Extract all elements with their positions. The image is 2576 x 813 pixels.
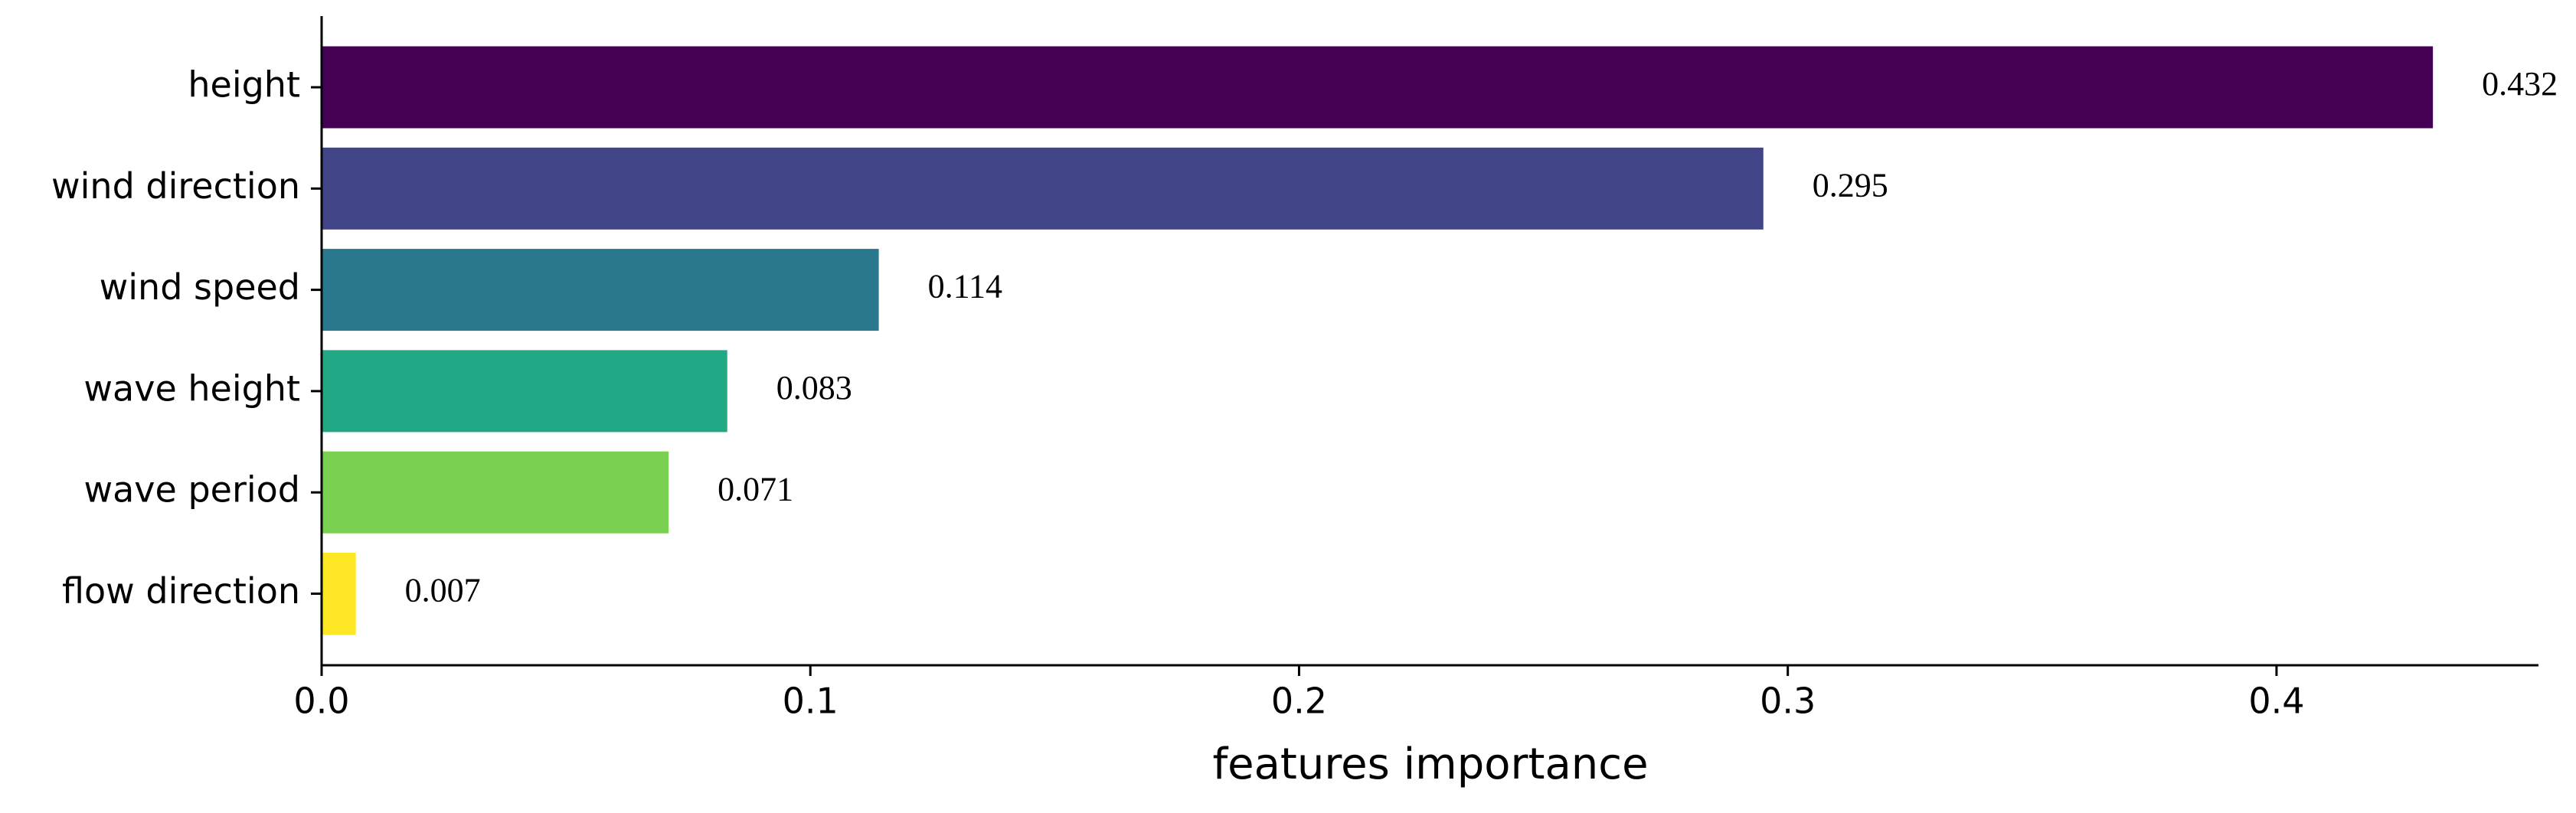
bar bbox=[322, 249, 879, 331]
bar bbox=[322, 553, 356, 635]
x-tick-label: 0.4 bbox=[2248, 681, 2304, 722]
x-tick-label: 0.1 bbox=[783, 681, 839, 722]
value-label: 0.071 bbox=[718, 470, 793, 508]
x-axis-label: features importance bbox=[1212, 740, 1648, 789]
bar bbox=[322, 147, 1764, 230]
value-label: 0.114 bbox=[928, 268, 1002, 305]
x-tick-label: 0.0 bbox=[293, 681, 349, 722]
y-tick-label: wave period bbox=[84, 469, 301, 511]
y-tick-label: wind speed bbox=[100, 266, 300, 308]
value-label: 0.007 bbox=[405, 572, 481, 609]
bar bbox=[322, 451, 669, 534]
value-label: 0.083 bbox=[776, 369, 852, 406]
value-label: 0.432 bbox=[2482, 65, 2558, 103]
y-tick-label: height bbox=[188, 64, 300, 106]
y-tick-label: flow direction bbox=[62, 570, 300, 612]
value-label: 0.295 bbox=[1813, 166, 1888, 204]
y-tick-label: wind direction bbox=[51, 165, 300, 207]
y-tick-label: wave height bbox=[83, 367, 300, 409]
bar bbox=[322, 46, 2434, 129]
x-tick-label: 0.3 bbox=[1760, 681, 1816, 722]
x-tick-label: 0.2 bbox=[1271, 681, 1327, 722]
bar bbox=[322, 350, 727, 433]
